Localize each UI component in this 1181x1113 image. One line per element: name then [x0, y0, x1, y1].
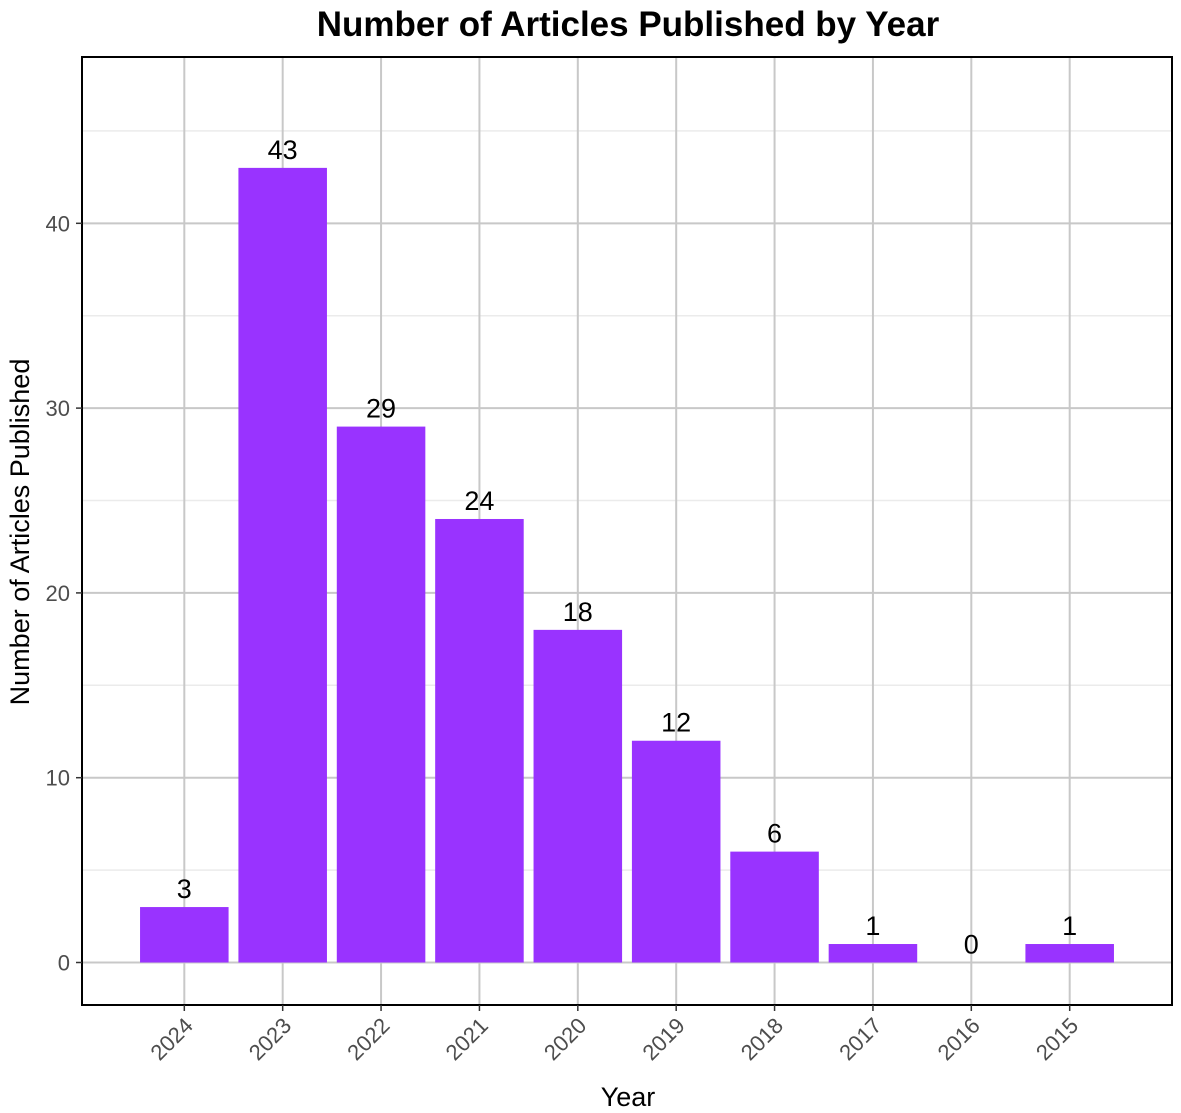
x-axis-ticks: 2024 2023 2022 2021 2020 2019 2018 2017 2016 2015: [146, 1005, 1083, 1065]
x-tick-label-2017: 2017: [834, 1013, 886, 1065]
data-label-2019: 12: [661, 708, 691, 738]
bar-2017: [828, 944, 918, 963]
bar-2018: [730, 851, 819, 963]
y-axis-title: Number of Articles Published: [5, 359, 35, 706]
data-label-2023: 43: [268, 135, 298, 165]
data-labels: 3 43 29 24 18 12 6 1 0 1: [177, 135, 1077, 960]
y-axis-ticks: 0 10 20 30 40: [46, 211, 82, 975]
data-label-2015: 1: [1062, 911, 1077, 941]
y-tick-label: 0: [58, 950, 70, 975]
x-tick-label-2021: 2021: [441, 1013, 493, 1065]
x-tick-label-2024: 2024: [146, 1013, 198, 1065]
bar-2023: [238, 167, 327, 963]
bar-2024: [140, 907, 229, 963]
data-label-2024: 3: [177, 874, 192, 904]
data-label-2021: 24: [464, 486, 494, 516]
x-axis-title: Year: [601, 1082, 656, 1112]
x-tick-label-2023: 2023: [244, 1013, 296, 1065]
x-tick-label-2016: 2016: [933, 1013, 985, 1065]
bar-2022: [336, 426, 426, 963]
y-tick-label: 10: [46, 766, 70, 791]
data-label-2016: 0: [964, 929, 979, 959]
x-tick-label-2019: 2019: [637, 1013, 689, 1065]
x-tick-label-2020: 2020: [539, 1013, 591, 1065]
x-tick-label-2022: 2022: [342, 1013, 394, 1065]
x-tick-label-2015: 2015: [1031, 1013, 1083, 1065]
data-label-2022: 29: [366, 394, 396, 424]
bar-2021: [435, 518, 524, 963]
chart-title: Number of Articles Published by Year: [317, 5, 940, 44]
bar-2019: [631, 740, 721, 963]
bar-2020: [533, 629, 623, 963]
bar-2015: [1025, 944, 1114, 963]
x-tick-label-2018: 2018: [736, 1013, 788, 1065]
y-tick-label: 20: [46, 581, 70, 606]
y-tick-label: 30: [46, 396, 70, 421]
data-label-2017: 1: [865, 911, 880, 941]
y-tick-label: 40: [46, 211, 70, 236]
data-label-2018: 6: [767, 819, 782, 849]
bars: [140, 167, 1114, 963]
data-label-2020: 18: [563, 597, 593, 627]
plot-panel-border: [81, 56, 1173, 1006]
